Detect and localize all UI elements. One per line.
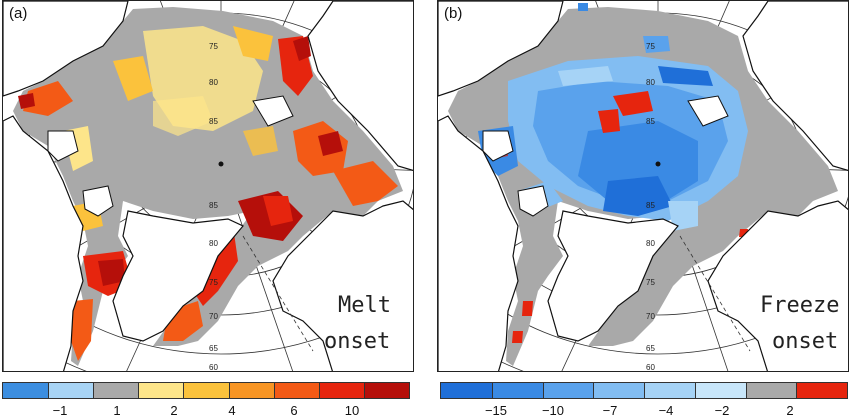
land-eurasia-a (3, 1, 129, 97)
panel-a-title-line1: Melt (338, 293, 391, 318)
cbar-a-tick-6: 6 (290, 403, 298, 418)
lat-label-b-65-bottom: 65 (646, 344, 655, 353)
colorbar-freeze-segment-2 (542, 383, 594, 398)
cbar-b-tick-neg2: −2 (714, 403, 730, 418)
panel-melt-onset-map: 75 80 85 85 80 75 70 65 60 (a) Melt onse… (2, 0, 414, 372)
land-greenland-region-a (272, 200, 413, 371)
panel-freeze-onset-map: 75 80 85 85 80 75 70 65 60 (b) Freeze on… (437, 0, 849, 372)
lat-label-a-65-bottom: 65 (209, 344, 218, 353)
land-southwest-a (3, 115, 84, 371)
panel-b-label: (b) (444, 5, 463, 22)
cbar-a-tick-4: 4 (228, 403, 236, 418)
colorbar-freeze-segment-5 (694, 383, 746, 398)
cbar-b-tick-neg4: −4 (658, 403, 674, 418)
panel-b-title-line2: onset (772, 329, 839, 354)
lat-label-a-60-bottom: 60 (209, 363, 218, 372)
lat-label-b-85-top: 85 (646, 117, 655, 126)
freeze-anomaly-patches (478, 3, 843, 343)
land-islands-b (482, 95, 729, 217)
colorbar-melt-segment-4 (183, 383, 229, 398)
land-canada-region-b (547, 210, 679, 342)
land-alaska-a (307, 1, 413, 172)
dashed-line-a (242, 235, 314, 352)
cbar-a-tick-1: 1 (113, 403, 121, 418)
colorbar-melt-segment-1 (48, 383, 94, 398)
colorbar-melt-segment-0 (3, 383, 49, 398)
lat-label-b-80-bottom: 80 (646, 239, 655, 248)
panel-a-title-line2: onset (324, 329, 391, 354)
land-southwest-b (438, 115, 519, 371)
lat-label-a-85-bottom: 85 (209, 201, 218, 210)
colorbar-freeze-segment-7 (796, 383, 847, 398)
cbar-a-tick-10: 10 (344, 403, 360, 418)
land-greenland-region-b (707, 200, 848, 371)
dashed-line-b (679, 235, 751, 352)
colorbar-freeze-segment-3 (593, 383, 644, 398)
lat-label-b-75-bottom: 75 (646, 278, 655, 287)
cbar-b-tick-2: 2 (786, 403, 794, 418)
lat-label-b-70-bottom: 70 (646, 312, 655, 321)
land-eurasia-b (438, 1, 564, 97)
latitude-labels-b: 75 80 85 85 80 75 70 65 60 (646, 42, 655, 372)
map-a-svg: 75 80 85 85 80 75 70 65 60 (3, 1, 413, 372)
latitude-labels-a: 75 80 85 85 80 75 70 65 60 (209, 42, 218, 372)
north-pole-marker-a (218, 161, 224, 167)
colorbar-melt-segment-2 (93, 383, 139, 398)
colorbar-freeze-segment-1 (491, 383, 543, 398)
lat-label-b-60-bottom: 60 (646, 363, 655, 372)
lat-label-a-75-bottom: 75 (209, 278, 218, 287)
lat-label-a-70-bottom: 70 (209, 312, 218, 321)
colorbar-melt (2, 382, 410, 399)
lat-label-a-80-bottom: 80 (209, 239, 218, 248)
lat-label-b-85-bottom: 85 (646, 201, 655, 210)
colorbar-freeze-segment-4 (644, 383, 695, 398)
cbar-b-tick-neg7: −7 (602, 403, 618, 418)
colorbar-freeze-segment-6 (745, 383, 797, 398)
colorbar-melt-segment-3 (138, 383, 184, 398)
cbar-a-tick-neg1: −1 (52, 403, 68, 418)
lat-label-a-75-top: 75 (209, 42, 218, 51)
land-islands-a (47, 95, 294, 217)
colorbar-melt-segment-7 (318, 383, 364, 398)
map-b-svg: 75 80 85 85 80 75 70 65 60 (438, 1, 848, 372)
panel-b-title-line1: Freeze (760, 293, 840, 318)
cbar-b-tick-neg15: −15 (484, 403, 508, 418)
lat-label-a-80-top: 80 (209, 78, 218, 87)
cbar-b-tick-neg10: −10 (541, 403, 565, 418)
north-pole-marker-b (655, 161, 661, 167)
colorbar-freeze-segment-0 (441, 383, 492, 398)
colorbar-melt-segment-6 (273, 383, 319, 398)
colorbar-melt-segment-5 (228, 383, 274, 398)
cbar-a-tick-2: 2 (170, 403, 178, 418)
land-alaska-b (742, 1, 848, 172)
panel-a-label: (a) (9, 5, 28, 22)
lat-label-b-75-top: 75 (646, 42, 655, 51)
colorbar-freeze (440, 382, 848, 399)
lat-label-a-85-top: 85 (209, 117, 218, 126)
colorbar-melt-segment-8 (363, 383, 409, 398)
land-canada-region-a (112, 210, 244, 342)
lat-label-b-80-top: 80 (646, 78, 655, 87)
